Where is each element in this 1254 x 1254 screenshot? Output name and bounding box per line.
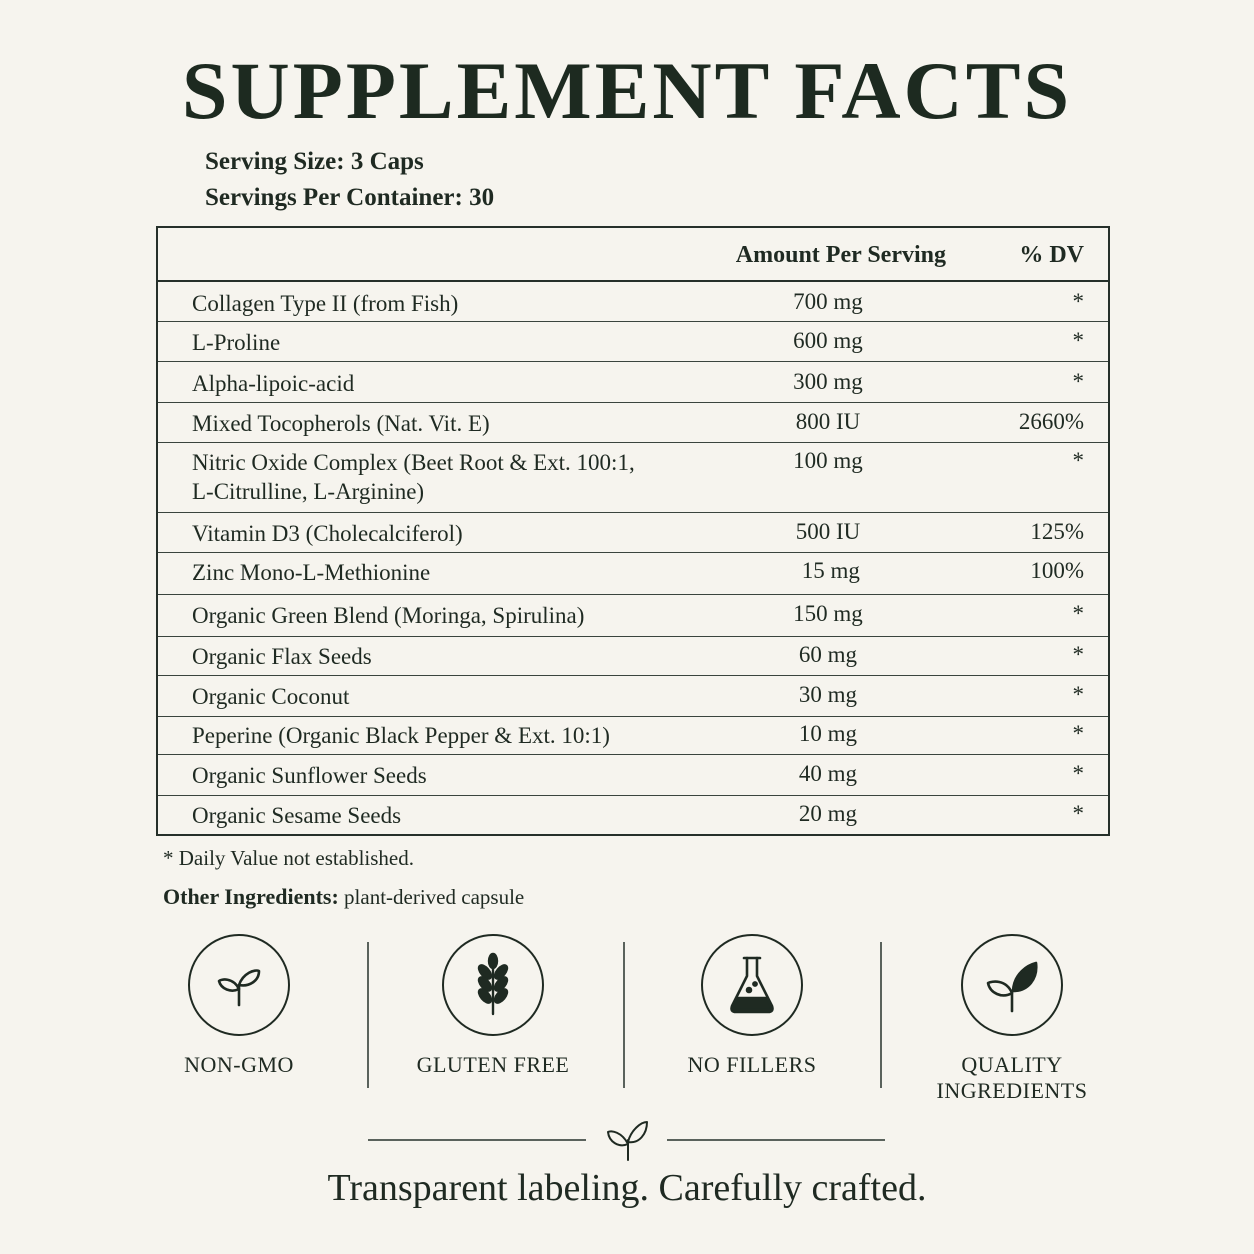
- ingredient-amount: 40 mg: [798, 761, 858, 786]
- ingredient-name-continued: L-Citrulline, L-Arginine): [192, 479, 425, 504]
- other-ingredients: Other Ingredients: plant-derived capsule: [163, 884, 524, 910]
- table-header: Amount Per Serving % DV: [158, 228, 1108, 282]
- table-row: Organic Sesame Seeds 20 mg *: [158, 796, 1108, 834]
- ingredient-dv: 2660%: [1018, 409, 1084, 434]
- ingredient-dv: *: [1072, 601, 1085, 626]
- ingredient-amount: 100 mg: [793, 448, 863, 473]
- ingredient-dv: *: [1072, 801, 1085, 826]
- ingredient-name: Organic Coconut: [192, 684, 350, 709]
- ingredient-amount: 15 mg: [796, 558, 860, 583]
- ingredient-dv: *: [1072, 328, 1085, 353]
- other-ingredients-label: Other Ingredients:: [163, 884, 339, 909]
- table-row: Nitric Oxide Complex (Beet Root & Ext. 1…: [158, 443, 1108, 513]
- badge-label-line2: INGREDIENTS: [936, 1078, 1088, 1103]
- badge-divider: [367, 942, 369, 1088]
- badge-label: NON-GMO: [184, 1052, 294, 1077]
- badge-divider: [623, 942, 625, 1088]
- servings-per-container: Servings Per Container: 30: [205, 184, 495, 211]
- badge-label: GLUTEN FREE: [416, 1052, 570, 1077]
- ingredient-dv: *: [1072, 682, 1085, 707]
- badge-non-gmo: NON-GMO: [124, 930, 354, 1078]
- badge-label: QUALITY INGREDIENTS: [897, 1052, 1127, 1104]
- ingredient-amount: 150 mg: [793, 601, 863, 626]
- ingredient-name: Mixed Tocopherols (Nat. Vit. E): [192, 411, 490, 436]
- ingredient-name: Organic Sunflower Seeds: [192, 763, 427, 788]
- table-row: L-Proline 600 mg *: [158, 322, 1108, 362]
- sprout-icon: [188, 934, 290, 1036]
- ingredient-dv: *: [1072, 369, 1085, 394]
- ingredient-dv: *: [1072, 289, 1085, 314]
- ingredient-name: Alpha-lipoic-acid: [192, 371, 355, 396]
- table-row: Mixed Tocopherols (Nat. Vit. E) 800 IU 2…: [158, 403, 1108, 443]
- tagline: Transparent labeling. Carefully crafted.: [327, 1167, 927, 1209]
- ingredient-dv: *: [1072, 642, 1085, 667]
- page-title: SUPPLEMENT FACTS: [181, 45, 1073, 136]
- ingredient-name: Vitamin D3 (Cholecalciferol): [192, 521, 463, 546]
- header-dv: % DV: [1019, 242, 1084, 268]
- badge-label-line1: QUALITY: [961, 1052, 1063, 1077]
- table-row: Organic Sunflower Seeds 40 mg *: [158, 755, 1108, 796]
- badge-divider: [880, 942, 882, 1088]
- ingredient-name: Zinc Mono-L-Methionine: [192, 560, 431, 585]
- badge-gluten-free: GLUTEN FREE: [378, 930, 608, 1078]
- table-row: Organic Green Blend (Moringa, Spirulina)…: [158, 595, 1108, 637]
- table-row: Organic Coconut 30 mg *: [158, 676, 1108, 717]
- ingredient-amount: 60 mg: [798, 642, 858, 667]
- ingredient-name: Peperine (Organic Black Pepper & Ext. 10…: [192, 723, 610, 748]
- ingredient-dv: 100%: [1030, 558, 1084, 583]
- divider-line-right: [667, 1139, 885, 1141]
- ingredient-amount: 500 IU: [795, 519, 861, 544]
- serving-size: Serving Size: 3 Caps: [205, 148, 424, 175]
- supplement-facts-table: Amount Per Serving % DV Collagen Type II…: [156, 226, 1110, 836]
- ingredient-amount: 300 mg: [793, 369, 863, 394]
- badge-quality-ingredients: QUALITY INGREDIENTS: [897, 930, 1127, 1104]
- ingredient-name: Nitric Oxide Complex (Beet Root & Ext. 1…: [192, 450, 635, 475]
- ingredient-dv: 125%: [1030, 519, 1084, 544]
- other-ingredients-value: plant-derived capsule: [344, 885, 525, 909]
- ingredient-amount: 30 mg: [798, 682, 858, 707]
- ingredient-amount: 600 mg: [793, 328, 863, 353]
- table-row: Alpha-lipoic-acid 300 mg *: [158, 362, 1108, 403]
- badge-no-fillers: NO FILLERS: [637, 930, 867, 1078]
- ingredient-name: Organic Flax Seeds: [192, 644, 372, 669]
- dv-footnote: * Daily Value not established.: [163, 846, 414, 870]
- ingredient-dv: *: [1072, 721, 1085, 746]
- ingredient-dv: *: [1072, 761, 1085, 786]
- badge-label: NO FILLERS: [687, 1052, 817, 1077]
- ingredient-name: L-Proline: [192, 330, 281, 355]
- wheat-icon: [442, 934, 544, 1036]
- ingredient-name: Collagen Type II (from Fish): [192, 291, 459, 316]
- ingredient-name: Organic Sesame Seeds: [192, 803, 402, 828]
- ingredient-dv: *: [1072, 448, 1085, 473]
- divider-line-left: [368, 1139, 586, 1141]
- table-row: Vitamin D3 (Cholecalciferol) 500 IU 125%: [158, 513, 1108, 553]
- table-row: Zinc Mono-L-Methionine 15 mg 100%: [158, 553, 1108, 595]
- ingredient-amount: 800 IU: [795, 409, 861, 434]
- ingredient-amount: 700 mg: [793, 289, 863, 314]
- ingredient-amount: 20 mg: [798, 801, 858, 826]
- leaf-icon: [961, 934, 1063, 1036]
- ingredient-amount: 10 mg: [798, 721, 858, 746]
- table-row: Organic Flax Seeds 60 mg *: [158, 637, 1108, 676]
- ingredient-name: Organic Green Blend (Moringa, Spirulina): [192, 603, 585, 628]
- table-row: Peperine (Organic Black Pepper & Ext. 10…: [158, 717, 1108, 755]
- sprout-ornament-icon: [605, 1118, 651, 1166]
- header-amount: Amount Per Serving: [735, 242, 946, 268]
- flask-icon: [701, 934, 803, 1036]
- table-row: Collagen Type II (from Fish) 700 mg *: [158, 280, 1108, 322]
